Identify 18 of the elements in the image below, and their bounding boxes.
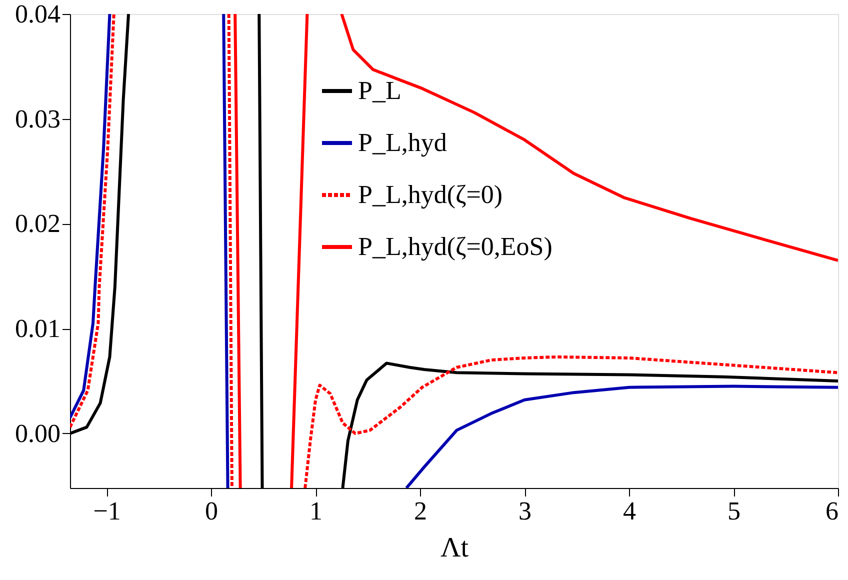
legend-label: P_L,hyd(ζ=0,EoS) [358,232,552,261]
legend-label: P_L,hyd(ζ=0) [358,180,503,209]
y-tick-label: 0.02 [15,209,60,238]
y-tick-label: 0.00 [15,418,60,448]
y-tick-label: 0.03 [15,104,60,134]
x-tick-label: 3 [518,496,532,526]
x-tick-label: 2 [414,496,428,526]
x-tick-label: 6 [826,496,838,526]
x-tick-label: 5 [728,496,741,526]
y-tick-label: 0.01 [15,314,60,344]
x-tick-label: −1 [93,496,121,526]
x-tick-label: 0 [205,496,218,526]
legend-label: P_L,hyd [358,128,447,157]
legend-label: P_L [358,76,402,105]
x-tick-label: 4 [623,496,636,526]
y-tick-label: 0.04 [15,0,60,28]
x-axis-title: Λt [440,532,469,564]
x-tick-label: 1 [310,496,323,526]
